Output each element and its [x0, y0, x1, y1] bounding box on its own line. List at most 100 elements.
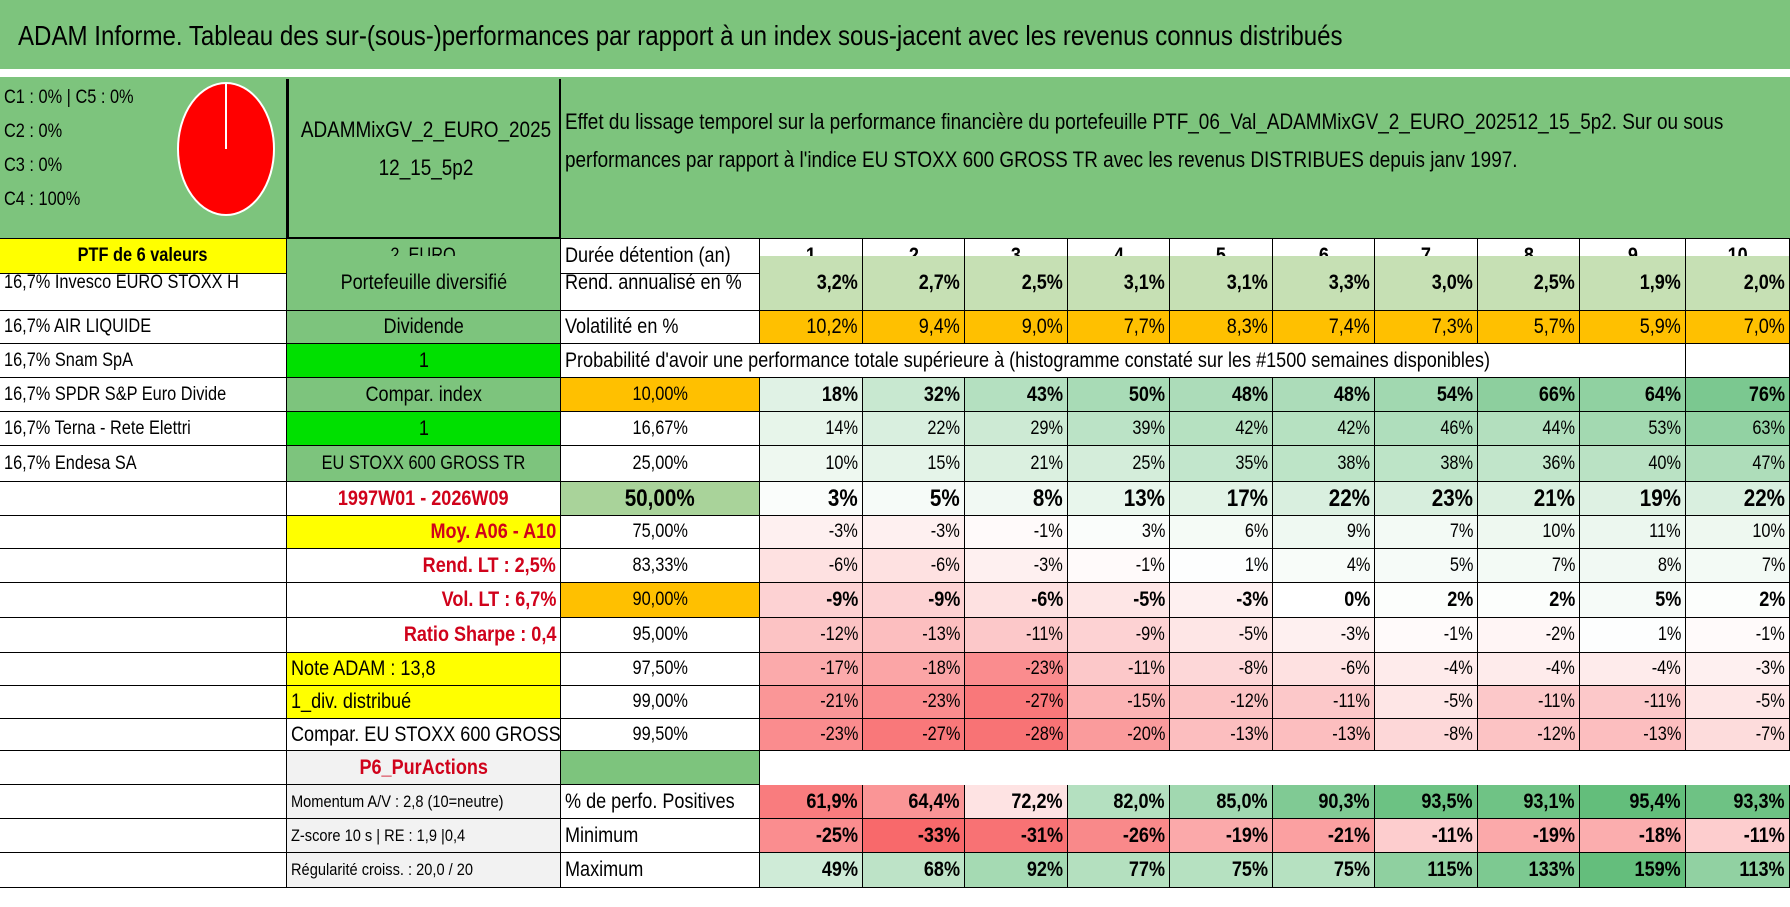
sharpe-ratio: Ratio Sharpe : 0,4	[287, 618, 561, 653]
prob-value: -1%	[965, 516, 1068, 549]
holding-row: 16,7% Snam SpA	[0, 344, 287, 378]
prob-value: 32%	[863, 378, 965, 412]
min-value: -18%	[1580, 819, 1686, 853]
holding-row: 16,7% Terna - Rete Elettri	[0, 412, 287, 446]
vol-value: 7,0%	[1686, 311, 1790, 344]
prob-value: -13%	[1170, 719, 1273, 751]
prob-value: 17%	[1170, 482, 1273, 516]
max-value: 49%	[760, 853, 863, 888]
prob-value: 48%	[1170, 378, 1273, 412]
prob-value: -5%	[1068, 583, 1170, 618]
max-value: 75%	[1273, 853, 1375, 888]
rend-value: 3,1%	[1170, 256, 1273, 311]
prob-value: 43%	[965, 378, 1068, 412]
empty-cell	[0, 819, 287, 853]
prob-value: -20%	[1068, 719, 1170, 751]
empty-cell	[0, 751, 287, 785]
prob-value: 38%	[1375, 446, 1478, 482]
class-label: C3 : 0%	[4, 155, 63, 176]
prob-value: 22%	[863, 412, 965, 446]
threshold-value: 10,00%	[561, 378, 760, 412]
prob-value: -23%	[760, 719, 863, 751]
prob-value: -3%	[760, 516, 863, 549]
compar-index-label: Compar. index	[287, 378, 561, 412]
prob-value: 44%	[1478, 412, 1580, 446]
min-value: -21%	[1273, 819, 1375, 853]
prob-value: -3%	[1170, 583, 1273, 618]
class-allocation-box: C1 : 0% | C5 : 0% C2 : 0% C3 : 0% C4 : 1…	[0, 79, 287, 239]
stat-note: Momentum A/V : 2,8 (10=neutre)	[287, 785, 561, 819]
max-value: 113%	[1686, 853, 1790, 888]
vol-value: 5,7%	[1478, 311, 1580, 344]
pos-value: 93,5%	[1375, 785, 1478, 819]
holding-row: 16,7% Invesco EURO STOXX H	[0, 256, 287, 311]
min-value: -19%	[1478, 819, 1580, 853]
note-adam: Note ADAM : 13,8	[287, 653, 561, 686]
pos-value: 85,0%	[1170, 785, 1273, 819]
rend-value: 1,9%	[1580, 256, 1686, 311]
min-label: Minimum	[561, 819, 760, 853]
max-value: 77%	[1068, 853, 1170, 888]
prob-value: 76%	[1686, 378, 1790, 412]
prob-value: -6%	[760, 549, 863, 583]
threshold-value: 16,67%	[561, 412, 760, 446]
description: Effet du lissage temporel sur la perform…	[561, 79, 1790, 239]
prob-value: 0%	[1273, 583, 1375, 618]
rend-value: 2,5%	[965, 256, 1068, 311]
min-value: -26%	[1068, 819, 1170, 853]
holding-row: 16,7% AIR LIQUIDE	[0, 311, 287, 344]
empty-cell	[0, 686, 287, 719]
prob-value: 38%	[1273, 446, 1375, 482]
max-value: 75%	[1170, 853, 1273, 888]
prob-value: -12%	[1478, 719, 1580, 751]
threshold-value: 99,00%	[561, 686, 760, 719]
prob-value: 47%	[1686, 446, 1790, 482]
flag-1: 1	[287, 344, 561, 378]
vol-value: 9,4%	[863, 311, 965, 344]
prob-value: 10%	[760, 446, 863, 482]
pos-label: % de perfo. Positives	[561, 785, 760, 819]
p6-label: P6_PurActions	[287, 751, 561, 785]
max-value: 92%	[965, 853, 1068, 888]
prob-value: 22%	[1686, 482, 1790, 516]
max-value: 115%	[1375, 853, 1478, 888]
prob-value: -9%	[760, 583, 863, 618]
prob-value: 7%	[1686, 549, 1790, 583]
prob-value: -2%	[1478, 618, 1580, 653]
pos-value: 61,9%	[760, 785, 863, 819]
min-value: -25%	[760, 819, 863, 853]
prob-value: 19%	[1580, 482, 1686, 516]
rend-value: 2,5%	[1478, 256, 1580, 311]
prob-value: 42%	[1170, 412, 1273, 446]
prob-value: 29%	[965, 412, 1068, 446]
class-label: C4 : 100%	[4, 189, 81, 210]
prob-value: 10%	[1478, 516, 1580, 549]
pos-value: 90,3%	[1273, 785, 1375, 819]
vol-value: 7,3%	[1375, 311, 1478, 344]
vol-value: 9,0%	[965, 311, 1068, 344]
prob-value: 21%	[965, 446, 1068, 482]
pos-value: 64,4%	[863, 785, 965, 819]
prob-value: 54%	[1375, 378, 1478, 412]
prob-value: 63%	[1686, 412, 1790, 446]
rend-value: 3,3%	[1273, 256, 1375, 311]
prob-value: 5%	[863, 482, 965, 516]
prob-value: 25%	[1068, 446, 1170, 482]
empty-cell	[0, 549, 287, 583]
stat-note: Régularité croiss. : 20,0 / 20	[287, 853, 561, 888]
vol-value: 7,7%	[1068, 311, 1170, 344]
moy-label: Moy. A06 - A10	[287, 516, 561, 549]
threshold-value: 75,00%	[561, 516, 760, 549]
dividend-label: Dividende	[287, 311, 561, 344]
prob-value: -3%	[1686, 653, 1790, 686]
empty-cell	[0, 719, 287, 751]
portfolio-type: Portefeuille diversifié	[287, 256, 561, 311]
prob-value: -5%	[1375, 686, 1478, 719]
min-value: -11%	[1375, 819, 1478, 853]
flag-2: 1	[287, 412, 561, 446]
prob-value: -23%	[965, 653, 1068, 686]
prob-value: -12%	[1170, 686, 1273, 719]
prob-value: -4%	[1375, 653, 1478, 686]
pos-value: 95,4%	[1580, 785, 1686, 819]
prob-value: -5%	[1686, 686, 1790, 719]
